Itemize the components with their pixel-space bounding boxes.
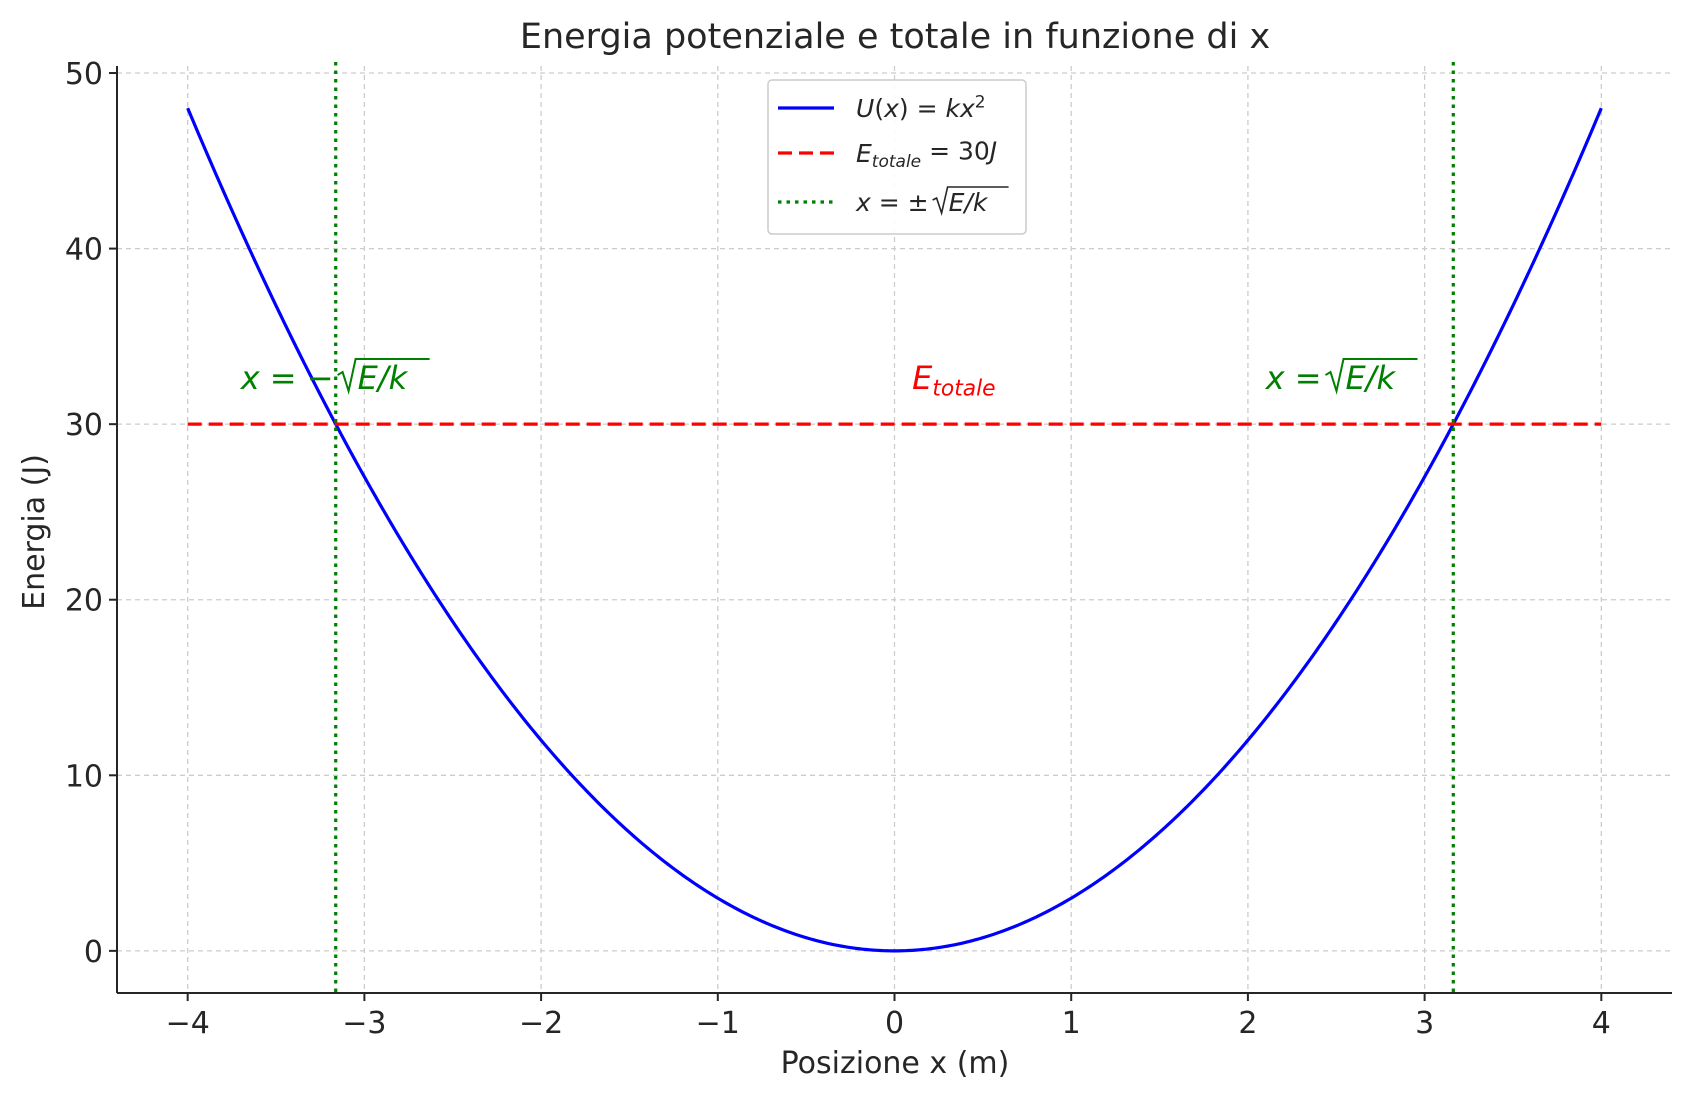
- legend-radical: [932, 186, 1009, 216]
- annotation-left-turning-point-radical: [337, 358, 430, 395]
- legend-label-turning-text: x = ±: [855, 188, 929, 217]
- legend-label-total: Etotale = 30J: [856, 137, 997, 173]
- annotation-left-turning-point-radicand: E/k: [358, 359, 409, 397]
- y-axis-label: Energia (J): [17, 454, 52, 610]
- x-tick-label: −1: [696, 1006, 740, 1041]
- legend-label-turning: x = ± E/k: [855, 186, 1009, 217]
- y-tick-label: 50: [65, 57, 103, 92]
- annotation-left-turning-point: x = − E/k: [240, 358, 430, 397]
- legend-box: [767, 79, 1027, 235]
- x-tick-label: 2: [1238, 1006, 1257, 1041]
- x-tick-label: 3: [1415, 1006, 1434, 1041]
- x-tick-label: 4: [1592, 1006, 1611, 1041]
- annotation-total-energy: Etotale: [912, 359, 995, 402]
- y-tick-label: 20: [65, 584, 103, 619]
- x-axis-label: Posizione x (m): [781, 1046, 1010, 1081]
- x-tick-label: −4: [166, 1006, 210, 1041]
- x-tick-label: 1: [1062, 1006, 1081, 1041]
- legend-label-potential: U(x) = kx2: [856, 93, 986, 123]
- y-tick-label: 10: [65, 759, 103, 794]
- annotation-right-turning-point-radical: [1324, 358, 1418, 395]
- series-layer: [186, 62, 1603, 993]
- x-tick-label: −2: [519, 1006, 563, 1041]
- potential-energy-curve: [186, 107, 1603, 953]
- x-tick-label: −3: [342, 1006, 386, 1041]
- y-tick-label: 30: [65, 408, 103, 443]
- y-tick-label: 40: [65, 233, 103, 268]
- annotation-right-turning-point-text: x =: [1265, 359, 1322, 397]
- annotation-right-turning-point-radicand: E/k: [1346, 359, 1397, 397]
- x-tick-label: 0: [885, 1006, 904, 1041]
- legend: U(x) = kx2 Etotale = 30J x = ± E/k: [767, 79, 1027, 235]
- annotation-left-turning-point-text: x = −: [240, 359, 334, 397]
- chart-title: Energia potenziale e totale in funzione …: [520, 17, 1270, 57]
- y-tick-label: 0: [84, 935, 103, 970]
- annotation-right-turning-point: x = E/k: [1265, 358, 1418, 397]
- annotations: x = − E/k Etotale x = E/k: [240, 358, 1418, 402]
- legend-radicand: E/k: [949, 188, 989, 217]
